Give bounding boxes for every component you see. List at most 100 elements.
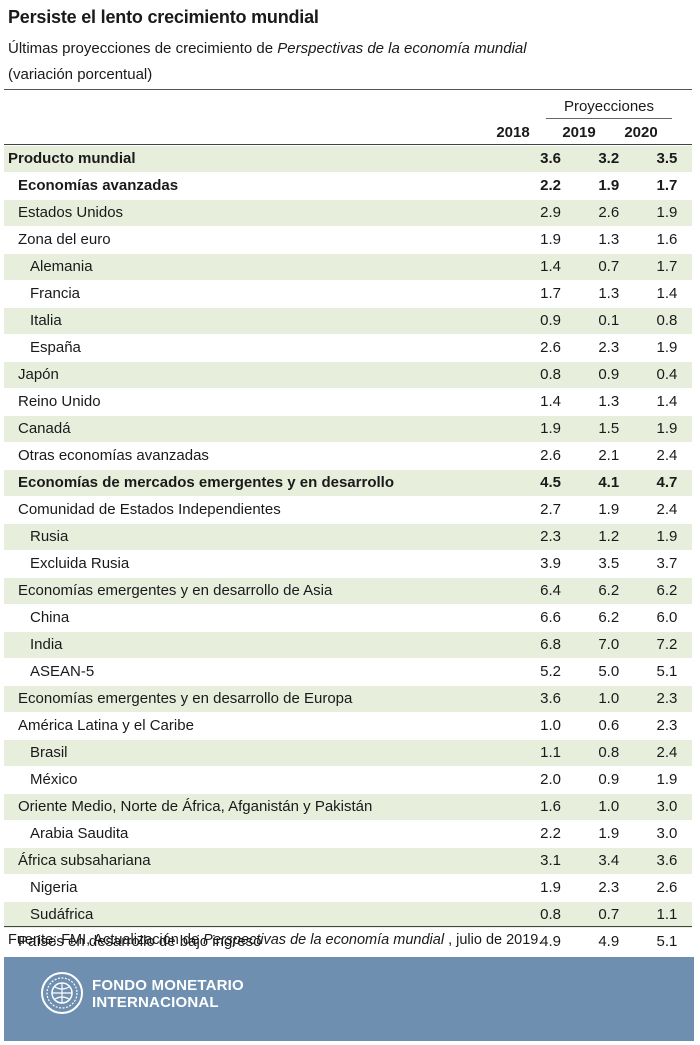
table-row: Italia 0.9 0.1 0.8 <box>4 307 692 335</box>
row-label: Sudáfrica <box>4 901 526 929</box>
value-2018: 3.9 <box>525 550 576 578</box>
column-gap <box>575 874 584 902</box>
value-2019: 2.6 <box>583 199 634 227</box>
value-2018: 6.8 <box>525 631 576 659</box>
table-row: Zona del euro 1.9 1.3 1.6 <box>4 226 692 254</box>
value-2020: 5.1 <box>641 658 692 686</box>
table-row: Economías de mercados emergentes y en de… <box>4 469 692 497</box>
value-2018: 1.4 <box>525 253 576 281</box>
table-row: Alemania 1.4 0.7 1.7 <box>4 253 692 281</box>
column-gap <box>633 820 642 848</box>
value-2020: 1.9 <box>641 415 692 443</box>
table-row: Japón 0.8 0.9 0.4 <box>4 361 692 389</box>
table-row: Canadá 1.9 1.5 1.9 <box>4 415 692 443</box>
column-gap <box>633 226 642 254</box>
row-label: Economías de mercados emergentes y en de… <box>4 469 526 497</box>
value-2020: 0.4 <box>641 361 692 389</box>
value-2018: 6.6 <box>525 604 576 632</box>
year-header-2020: 2020 <box>624 124 658 141</box>
table-row: Economías emergentes y en desarrollo de … <box>4 577 692 605</box>
row-label: Economías avanzadas <box>4 172 526 200</box>
table-row: España 2.6 2.3 1.9 <box>4 334 692 362</box>
table-row: Economías avanzadas 2.2 1.9 1.7 <box>4 172 692 200</box>
source-publication: Perspectivas de la economía mundial <box>203 932 445 948</box>
imf-wordmark: FONDO MONETARIO INTERNACIONAL <box>92 977 244 1011</box>
value-2019: 1.0 <box>583 793 634 821</box>
row-label: Nigeria <box>4 874 526 902</box>
value-2020: 2.4 <box>641 739 692 767</box>
value-2018: 1.1 <box>525 739 576 767</box>
row-label: España <box>4 334 526 362</box>
value-2019: 1.3 <box>583 226 634 254</box>
table-row: Reino Unido 1.4 1.3 1.4 <box>4 388 692 416</box>
column-gap <box>575 146 584 173</box>
column-gap <box>633 658 642 686</box>
table-row: Oriente Medio, Norte de África, Afganist… <box>4 793 692 821</box>
value-2020: 3.6 <box>641 847 692 875</box>
value-2020: 1.9 <box>641 334 692 362</box>
row-label: Producto mundial <box>4 146 526 173</box>
value-2019: 6.2 <box>583 577 634 605</box>
value-2019: 7.0 <box>583 631 634 659</box>
table-row: Sudáfrica 0.8 0.7 1.1 <box>4 901 692 929</box>
value-2018: 5.2 <box>525 658 576 686</box>
column-gap <box>575 766 584 794</box>
imf-seal-icon <box>41 972 83 1014</box>
page-title: Persiste el lento crecimiento mundial <box>8 7 319 27</box>
subtitle-unit: (variación porcentual) <box>8 66 153 83</box>
table-row: Producto mundial 3.6 3.2 3.5 <box>4 146 692 173</box>
value-2018: 2.9 <box>525 199 576 227</box>
value-2019: 0.1 <box>583 307 634 335</box>
value-2019: 1.9 <box>583 496 634 524</box>
value-2018: 3.1 <box>525 847 576 875</box>
row-label: Alemania <box>4 253 526 281</box>
row-label: Estados Unidos <box>4 199 526 227</box>
value-2020: 2.6 <box>641 874 692 902</box>
value-2020: 7.2 <box>641 631 692 659</box>
value-2019: 1.5 <box>583 415 634 443</box>
row-label: Italia <box>4 307 526 335</box>
column-gap <box>575 442 584 470</box>
value-2020: 1.7 <box>641 253 692 281</box>
column-gap <box>575 631 584 659</box>
value-2018: 0.8 <box>525 361 576 389</box>
value-2018: 4.5 <box>525 469 576 497</box>
value-2020: 3.0 <box>641 793 692 821</box>
value-2018: 1.9 <box>525 415 576 443</box>
row-label: Países en desarrollo de bajo ingreso <box>4 928 526 956</box>
value-2018: 1.0 <box>525 712 576 740</box>
column-gap <box>633 442 642 470</box>
column-gap <box>633 253 642 281</box>
column-gap <box>575 658 584 686</box>
row-label: Economías emergentes y en desarrollo de … <box>4 685 526 713</box>
column-gap <box>633 685 642 713</box>
column-gap <box>575 415 584 443</box>
column-gap <box>575 901 584 929</box>
value-2020: 1.4 <box>641 280 692 308</box>
column-gap <box>575 253 584 281</box>
column-gap <box>575 361 584 389</box>
column-gap <box>633 631 642 659</box>
row-label: Economías emergentes y en desarrollo de … <box>4 577 526 605</box>
column-gap <box>575 388 584 416</box>
header-rule <box>4 144 692 145</box>
column-gap <box>575 604 584 632</box>
value-2018: 2.6 <box>525 334 576 362</box>
column-gap <box>633 712 642 740</box>
value-2018: 1.6 <box>525 793 576 821</box>
table-row: América Latina y el Caribe 1.0 0.6 2.3 <box>4 712 692 740</box>
value-2020: 1.9 <box>641 523 692 551</box>
value-2019: 0.7 <box>583 901 634 929</box>
column-gap <box>575 280 584 308</box>
column-gap <box>575 172 584 200</box>
table-row: Otras economías avanzadas 2.6 2.1 2.4 <box>4 442 692 470</box>
row-label: Otras economías avanzadas <box>4 442 526 470</box>
value-2018: 0.8 <box>525 901 576 929</box>
value-2018: 2.2 <box>525 820 576 848</box>
column-gap <box>575 928 584 956</box>
row-label: Arabia Saudita <box>4 820 526 848</box>
row-label: China <box>4 604 526 632</box>
value-2018: 1.4 <box>525 388 576 416</box>
table-row: ASEAN-5 5.2 5.0 5.1 <box>4 658 692 686</box>
value-2019: 1.9 <box>583 172 634 200</box>
